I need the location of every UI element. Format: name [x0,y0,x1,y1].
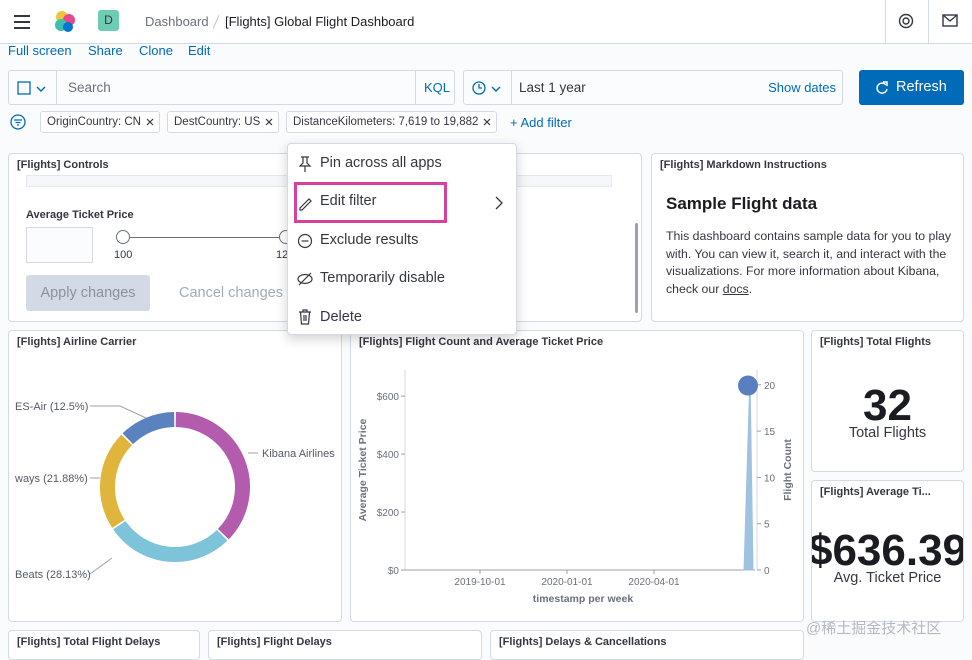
panel-title: [Flights] Total Flights [820,336,931,348]
divider [885,0,886,44]
separator [212,14,220,30]
logo[interactable] [52,9,78,35]
query-bar: Search KQL [8,70,455,105]
apply-button[interactable]: Apply changes [26,275,150,311]
watermark: @稀土掘金技术社区 [806,620,942,637]
total-flights-panel: [Flights] Total Flights 32 Total Flights [811,330,964,472]
metric-value: 32 [863,381,912,430]
menu-item[interactable]: Delete [320,309,362,325]
min-input[interactable] [26,227,93,263]
paragraph: . [748,282,753,297]
panel: [Flights] Delays & Cancellations [490,630,804,660]
airline-panel: [Flights] Airline Carrier [8,330,342,622]
space-badge[interactable]: D [98,10,119,31]
markdown-heading: Sample Flight data [666,194,818,213]
menu-item[interactable]: Exclude results [320,232,419,248]
control-label: Average Ticket Price [26,209,134,221]
docs-link[interactable]: docs [722,282,749,297]
cancel-button[interactable]: Cancel changes [179,285,283,301]
menu-item[interactable]: Edit filter [320,193,377,209]
panel-title: [Flights] Total Flight Delays [17,636,161,648]
remove-icon[interactable] [483,118,491,126]
panel: [Flights] Flight Delays [208,630,482,660]
mail-icon[interactable] [942,14,958,28]
menu-icons [297,156,313,325]
search-input[interactable]: Search [68,80,111,95]
breadcrumb: [Flights] Global Flight Dashboard [225,14,415,29]
filter-pill[interactable]: OriginCountry: CN [40,111,160,133]
metric-label: Total Flights [848,425,927,441]
nav-link[interactable]: Clone [139,43,173,58]
language-toggle[interactable]: KQL [424,80,451,95]
slider-handle[interactable] [116,230,130,244]
markdown-panel: [Flights] Markdown Instructions Sample F… [651,153,964,322]
clock-icon[interactable] [472,81,504,97]
panel-title: [Flights] Airline Carrier [17,336,137,348]
panel-title: [Flights] Controls [17,159,109,171]
nav-link[interactable]: Edit [188,43,211,58]
panel-title: [Flights] Average Ti... [820,486,931,498]
filter-pill[interactable]: DestCountry: US [167,111,279,133]
panel: [Flights] Total Flight Delays [8,630,200,660]
menu-item[interactable]: Pin across all apps [320,155,442,171]
filter-label: OriginCountry: CN [47,116,141,128]
remove-icon[interactable] [265,118,273,126]
remove-icon[interactable] [146,118,154,126]
divider [511,71,512,104]
breadcrumb[interactable]: Dashboard [145,14,209,29]
divider [56,71,57,104]
slider-max: 12 [276,249,289,261]
filter-pill[interactable]: DistanceKilometers: 7,619 to 19,882 [286,111,497,133]
slider-min: 100 [114,249,133,261]
avg-price-panel: [Flights] Average Ti... $636.39 Avg. Tic… [811,480,964,622]
menu-item[interactable]: Temporarily disable [320,270,445,286]
show-dates[interactable]: Show dates [768,80,836,95]
context-menu: Pin across all apps Edit filter Exclude … [287,143,517,335]
refresh-button[interactable]: Refresh [859,70,964,105]
date-range[interactable]: Last 1 year [519,80,586,95]
divider [415,71,416,104]
refresh-label: Refresh [896,79,947,95]
menu-icon[interactable] [12,12,32,32]
highlight-box [294,182,447,223]
refresh-icon [876,81,888,94]
metric-value: $636.39 [811,526,964,575]
panel-title: [Flights] Flight Count and Average Ticke… [359,336,604,348]
filter-menu-icon[interactable] [10,114,27,131]
divider [928,0,929,44]
filter-label: DestCountry: US [174,116,261,128]
panel-title: [Flights] Markdown Instructions [660,159,827,171]
slider-track [123,237,288,238]
chevron [495,196,503,210]
save-query-icon[interactable] [17,81,49,97]
flight-chart-panel: [Flights] Flight Count and Average Ticke… [350,330,804,622]
metric-label: Avg. Ticket Price [833,570,942,586]
add-filter[interactable]: + Add filter [510,115,572,130]
nav-link[interactable]: Full screen [8,43,72,58]
panel-title: [Flights] Flight Delays [217,636,332,648]
markdown-text: This dashboard contains sample data for … [666,228,956,299]
header: D Dashboard [Flights] Global Flight Dash… [0,0,972,44]
scrollbar [635,223,638,313]
nav-link[interactable]: Share [88,43,123,58]
filter-label: DistanceKilometers: 7,619 to 19,882 [293,116,479,128]
panel-title: [Flights] Delays & Cancellations [499,636,667,648]
paragraph: This dashboard contains sample data for … [666,229,952,297]
date-picker: Last 1 year Show dates [463,70,843,105]
help-icon[interactable] [898,13,914,29]
